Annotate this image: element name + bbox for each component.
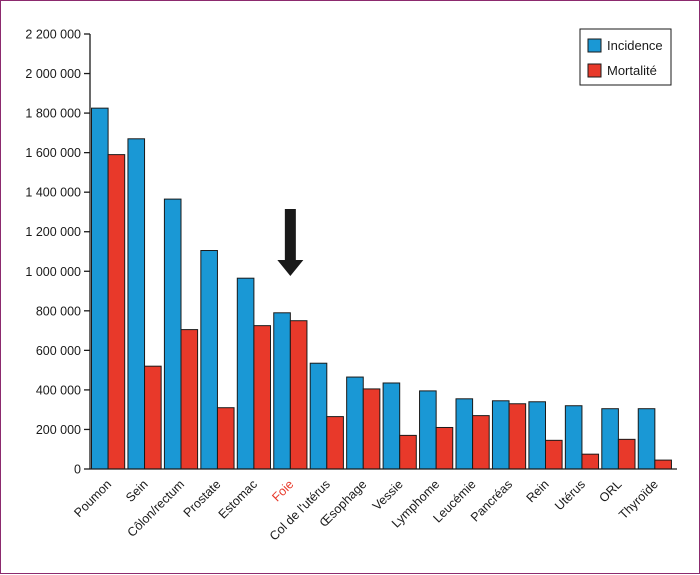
y-tick-label: 400 000 bbox=[36, 383, 81, 397]
bar-incidence bbox=[419, 390, 437, 470]
bar-incidence bbox=[309, 362, 328, 470]
bar-incidence bbox=[637, 408, 656, 470]
bar-mortalite bbox=[253, 325, 271, 470]
y-tick-label: 2 000 000 bbox=[25, 67, 81, 81]
x-tick-label: ORL bbox=[596, 477, 624, 505]
bar-mortalite bbox=[581, 453, 600, 470]
y-tick-label: 800 000 bbox=[36, 304, 81, 318]
y-tick-label: 1 800 000 bbox=[25, 107, 81, 121]
legend-label: Mortalité bbox=[607, 63, 657, 78]
x-tick-label: Foie bbox=[269, 477, 296, 504]
bar-mortalite bbox=[216, 407, 235, 470]
bar-mortalite bbox=[107, 154, 126, 470]
y-tick-label: 0 bbox=[74, 463, 81, 477]
bar-incidence bbox=[528, 401, 547, 470]
bar-incidence bbox=[455, 398, 474, 470]
bar-incidence bbox=[163, 198, 182, 470]
bar-mortalite bbox=[545, 439, 563, 470]
bar-incidence bbox=[382, 382, 401, 470]
bar-incidence bbox=[273, 312, 291, 470]
bar-incidence bbox=[236, 277, 255, 470]
bar-mortalite bbox=[399, 434, 417, 470]
bar-incidence bbox=[127, 138, 146, 470]
y-tick-label: 1 400 000 bbox=[25, 186, 81, 200]
bar-mortalite bbox=[326, 416, 344, 470]
bar-mortalite bbox=[362, 388, 381, 470]
bar-incidence bbox=[91, 107, 109, 470]
x-tick-label: Sein bbox=[123, 477, 151, 505]
x-tick-label: Utérus bbox=[552, 477, 588, 513]
bar-mortalite bbox=[435, 426, 454, 470]
bar-mortalite bbox=[144, 365, 162, 470]
bar-mortalite bbox=[180, 329, 199, 470]
bar-mortalite bbox=[508, 403, 527, 470]
bar-incidence bbox=[346, 376, 364, 470]
bar-mortalite bbox=[654, 459, 672, 470]
legend-swatch bbox=[587, 38, 602, 53]
y-tick-label: 600 000 bbox=[36, 344, 81, 358]
annotation-arrow-shaft bbox=[284, 209, 296, 261]
x-tick-label: Estomac bbox=[216, 477, 260, 521]
bar-incidence bbox=[491, 400, 510, 470]
y-tick-label: 2 200 000 bbox=[25, 28, 81, 42]
bar-mortalite bbox=[472, 415, 490, 470]
y-tick-label: 1 200 000 bbox=[25, 225, 81, 239]
legend-swatch bbox=[587, 63, 602, 78]
bar-mortalite bbox=[617, 438, 636, 470]
bar-incidence bbox=[564, 405, 583, 470]
y-tick-label: 1 600 000 bbox=[25, 146, 81, 160]
x-tick-label: Rein bbox=[524, 477, 552, 505]
x-tick-label: Thyroïde bbox=[616, 477, 661, 522]
annotation-arrow-head bbox=[277, 260, 304, 276]
bar-incidence bbox=[200, 250, 218, 470]
x-tick-label: Poumon bbox=[71, 477, 114, 520]
y-tick-label: 1 000 000 bbox=[25, 265, 81, 279]
bar-incidence bbox=[601, 408, 619, 470]
y-tick-label: 200 000 bbox=[36, 423, 81, 437]
bar-mortalite bbox=[289, 320, 308, 470]
legend-label: Incidence bbox=[607, 38, 663, 53]
